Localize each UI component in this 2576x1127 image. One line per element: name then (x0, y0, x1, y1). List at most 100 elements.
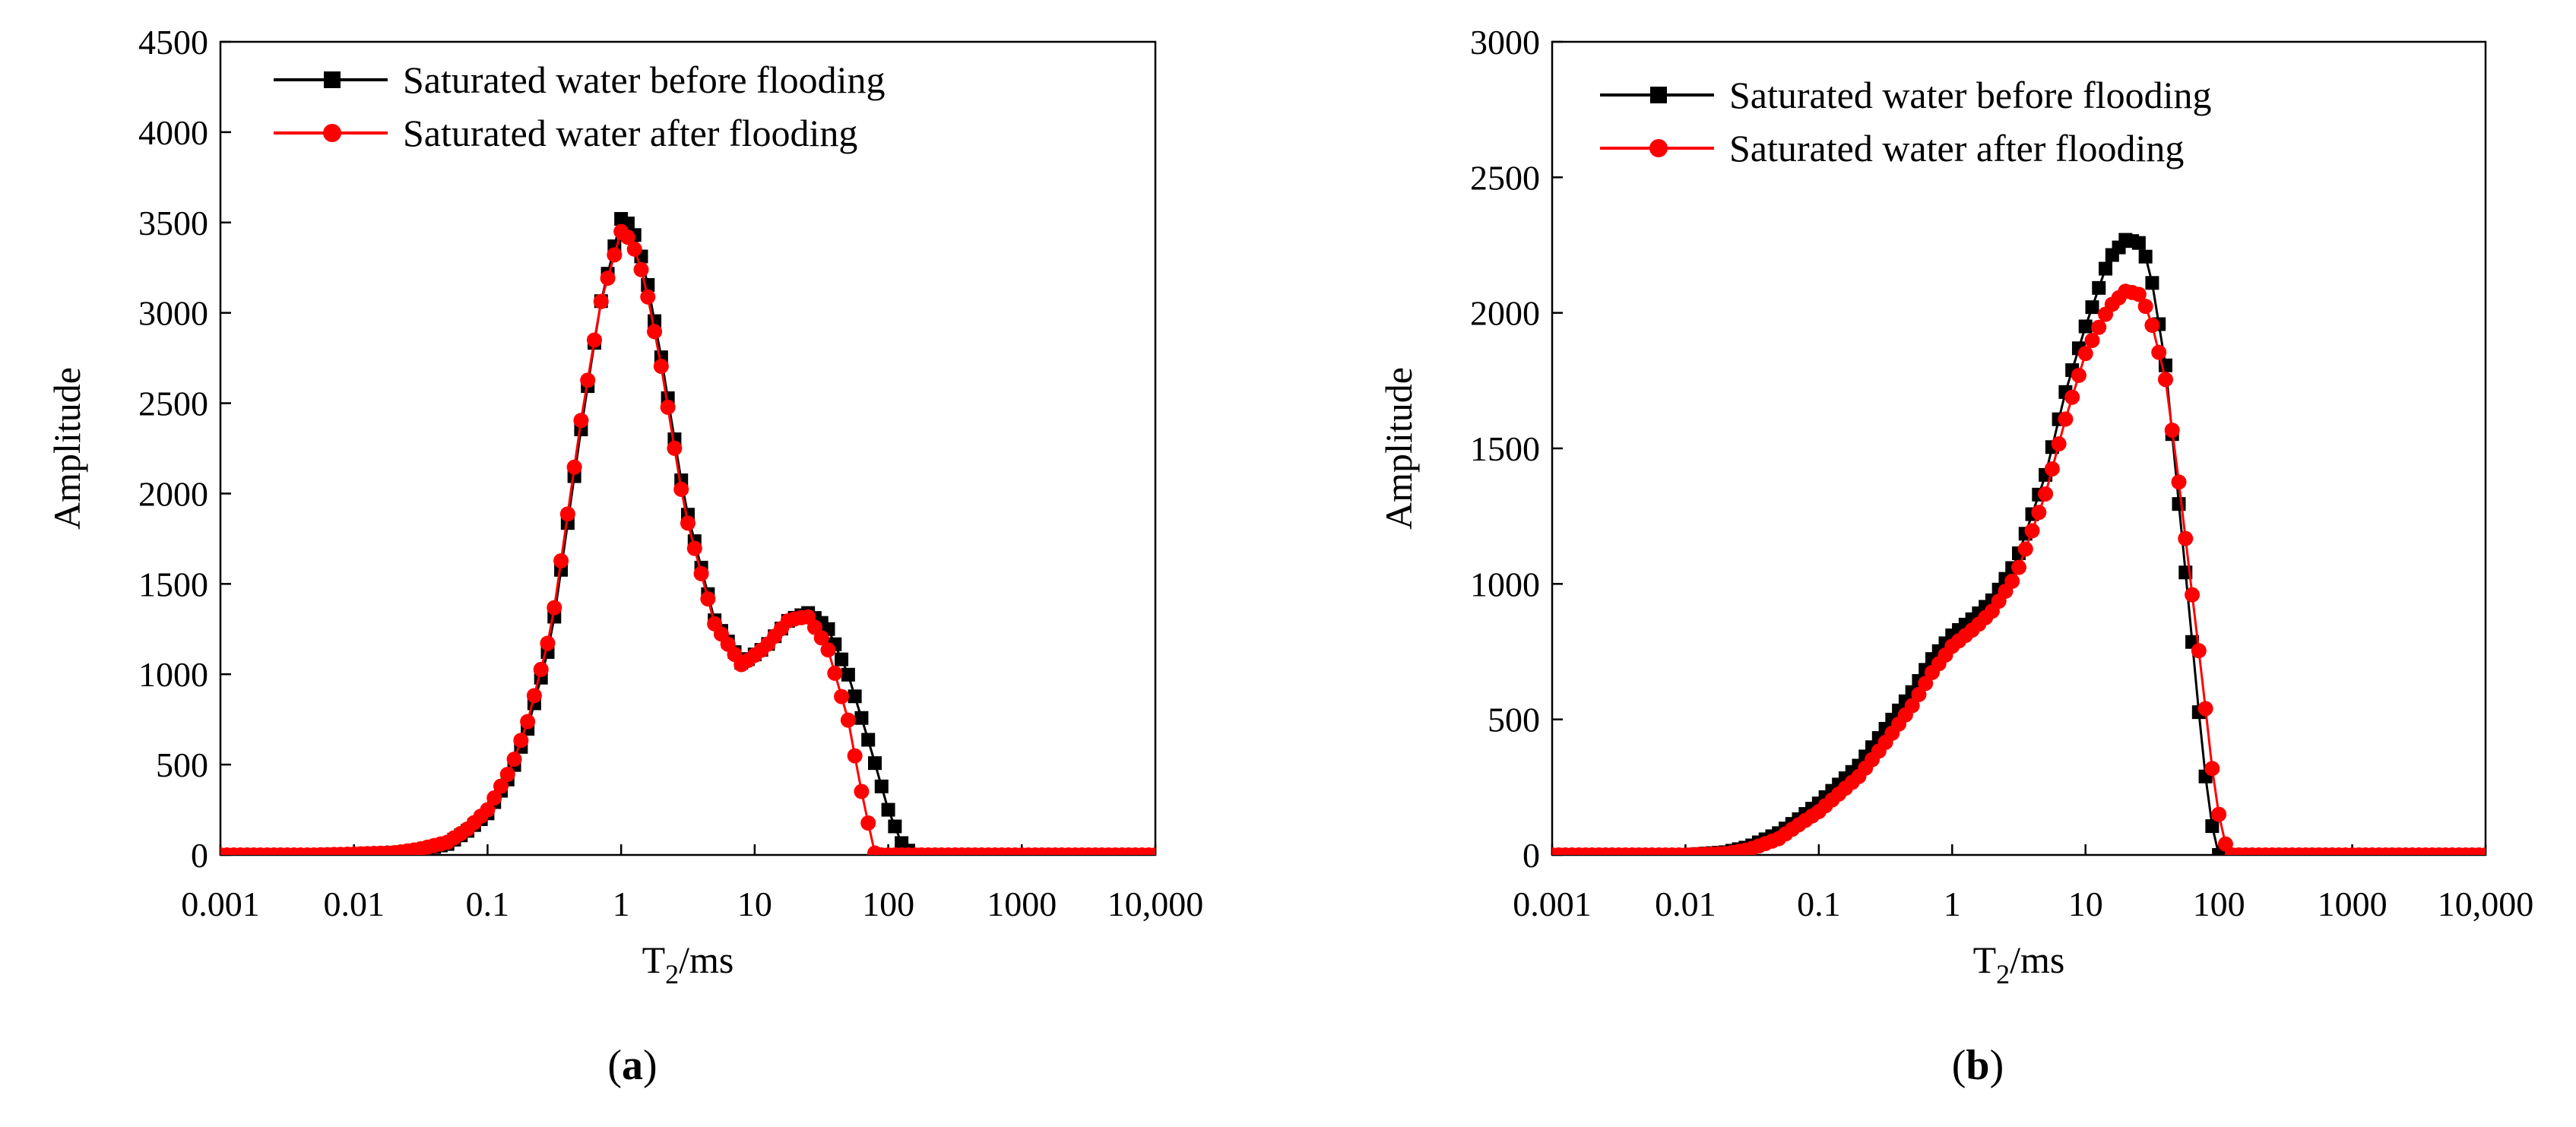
data-point (686, 540, 702, 556)
data-point (841, 667, 855, 682)
data-point (540, 635, 556, 651)
panel-a: 0 500 1000 1500 2000 2500 3000 3500 4000 4500 0.00… (46, 23, 1203, 1089)
y-tick-label: 1000 (1470, 565, 1540, 603)
y-tick-label: 1500 (1470, 429, 1540, 468)
data-point (667, 440, 683, 456)
data-point (2138, 249, 2153, 264)
panel-caption-letter: b (1966, 1042, 1989, 1089)
panel-caption-letter: a (622, 1042, 643, 1089)
x-axis-label-subscript: 2 (665, 959, 679, 989)
data-point (2085, 300, 2099, 315)
x-axis-label-unit: /ms (679, 939, 734, 981)
panel-caption: (b) (1952, 1042, 2004, 1089)
data-point (526, 688, 542, 704)
y-tick-label: 2000 (1470, 294, 1540, 333)
x-axis-label-subscript: 2 (1996, 959, 2010, 989)
data-point (813, 630, 829, 646)
data-point (1148, 847, 1155, 855)
x-tick-label: 10 (737, 885, 772, 923)
data-point (2217, 836, 2233, 852)
data-point (2197, 701, 2213, 717)
data-point (2145, 276, 2159, 290)
y-axis-label: Amplitude (46, 367, 88, 530)
panel-caption-close: ) (643, 1042, 657, 1089)
data-point (693, 565, 709, 581)
x-axis-label: T2/ms (1973, 939, 2065, 989)
data-point (700, 591, 716, 607)
data-point (480, 802, 496, 818)
legend-marker (1649, 139, 1668, 157)
panel-caption-close: ) (1990, 1042, 2004, 1089)
data-point (2038, 486, 2054, 502)
legend-entry: Saturated water before flooding (1600, 74, 2211, 116)
y-axis-label: Amplitude (1377, 367, 1420, 530)
data-point (868, 756, 882, 771)
data-point (2185, 587, 2201, 603)
legend-label: Saturated water before flooding (403, 59, 885, 101)
data-point (593, 293, 609, 309)
data-point (881, 803, 895, 817)
y-tick-label: 1500 (138, 565, 208, 603)
data-point (2004, 573, 2020, 589)
panel-caption: (a) (607, 1042, 657, 1089)
data-point (854, 711, 869, 725)
data-point (553, 552, 569, 568)
data-point (1918, 676, 1934, 692)
data-point (520, 714, 536, 730)
y-tick-label: 3500 (138, 204, 208, 242)
data-point (2078, 319, 2093, 334)
data-point (2131, 286, 2147, 302)
y-tick-label: 4500 (138, 23, 208, 62)
legend-entry: Saturated water after flooding (274, 112, 857, 154)
data-point (861, 733, 876, 747)
data-point (633, 261, 649, 277)
data-point (2178, 530, 2194, 546)
x-tick-label: 100 (2193, 885, 2245, 923)
data-point (673, 481, 689, 497)
data-point (580, 372, 596, 388)
x-axis-label-main: T (1973, 939, 1997, 981)
data-point (587, 332, 602, 348)
legend-entry: Saturated water before flooding (274, 59, 885, 101)
y-tick-label: 3000 (138, 294, 208, 333)
legend-label: Saturated water after flooding (403, 112, 857, 154)
legend-entry: Saturated water after flooding (1600, 127, 2184, 169)
data-point (2171, 474, 2187, 490)
data-point (2077, 346, 2093, 362)
data-point (2071, 367, 2086, 383)
data-point (2137, 299, 2153, 315)
y-tick-label: 4000 (138, 113, 208, 152)
plot-frame (219, 40, 1157, 856)
data-point (486, 790, 502, 806)
data-point (2144, 317, 2160, 333)
x-tick-label: 0.001 (181, 885, 260, 923)
data-point (1911, 686, 1927, 702)
data-point (499, 766, 515, 782)
x-tick-label: 100 (862, 885, 914, 923)
y-tick-label: 500 (1488, 701, 1540, 739)
data-point (2157, 372, 2173, 388)
x-tick-label: 1 (1944, 885, 1961, 923)
x-axis-label: T2/ms (642, 939, 734, 989)
series-after-flooding (1552, 283, 2486, 855)
panel-caption-open: ( (607, 1042, 622, 1089)
series-before-flooding (220, 212, 1155, 855)
data-point (2478, 847, 2486, 855)
data-point (513, 733, 529, 749)
data-point (888, 819, 902, 834)
y-tick-label: 2500 (138, 385, 208, 423)
data-point (2099, 261, 2113, 276)
data-point (847, 748, 863, 764)
data-point (2051, 436, 2067, 452)
data-point (2131, 236, 2146, 250)
data-point (2084, 332, 2100, 348)
data-point (1904, 698, 1920, 714)
x-tick-label: 10 (2068, 885, 2103, 923)
data-point (547, 600, 562, 616)
legend-marker (324, 71, 341, 88)
y-tick-label: 2000 (138, 474, 208, 513)
x-tick-label: 1 (613, 885, 630, 923)
x-tick-label: 0.1 (1797, 885, 1841, 923)
data-point (2058, 411, 2074, 427)
data-point (848, 689, 862, 704)
